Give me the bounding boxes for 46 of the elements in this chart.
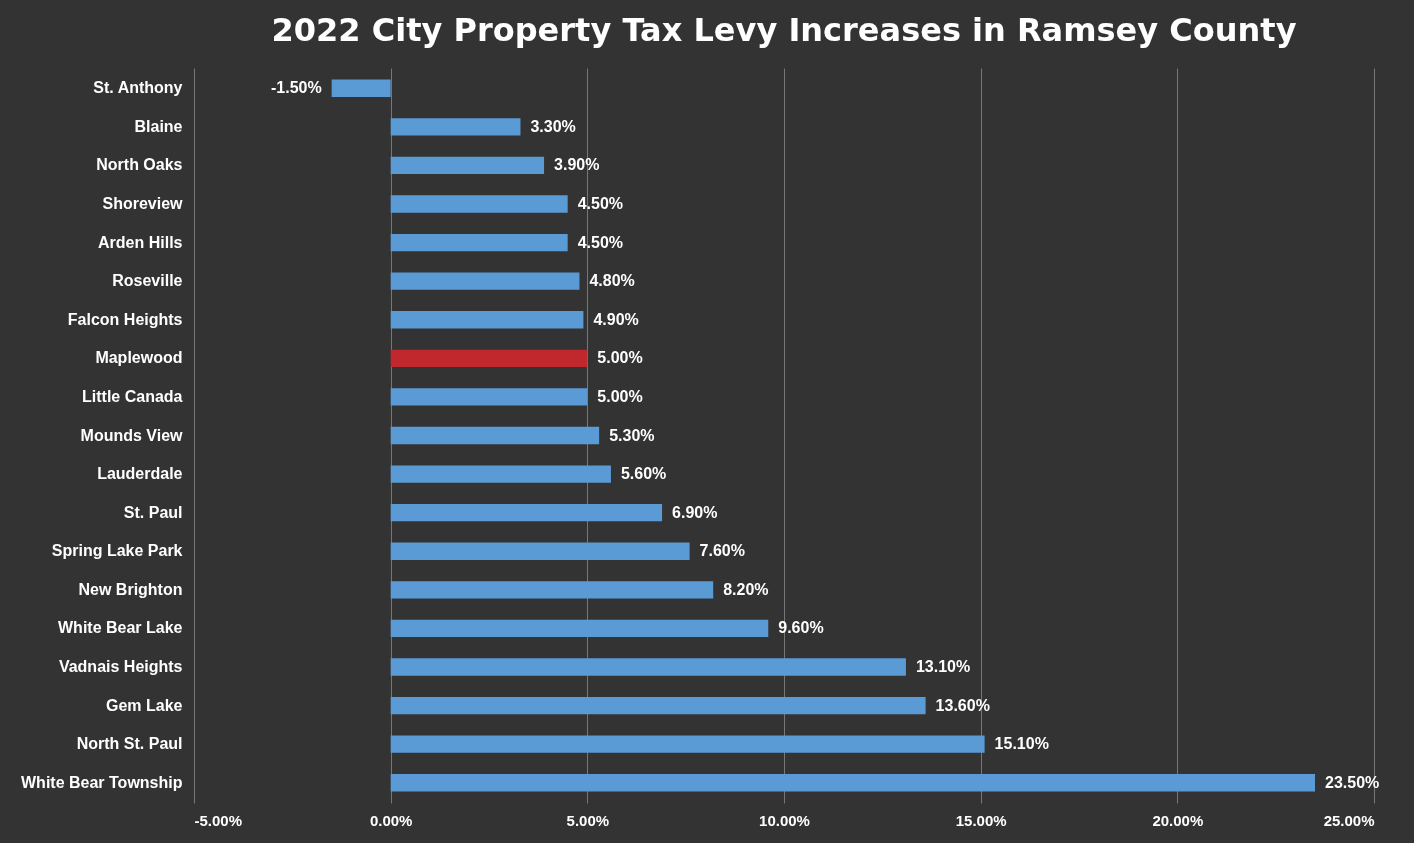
y-tick-label: Arden Hills	[98, 233, 183, 251]
data-label: 3.90%	[554, 156, 600, 174]
y-tick-label: Mounds View	[80, 426, 184, 444]
x-tick-label: 20.00%	[1152, 811, 1204, 829]
x-tick-label: 5.00%	[566, 811, 610, 829]
data-label: 15.10%	[994, 735, 1049, 753]
data-label: 6.90%	[672, 503, 718, 521]
x-tick-label: 10.00%	[759, 811, 810, 829]
x-tick-label: 15.00%	[955, 811, 1007, 829]
y-tick-label: Lauderdale	[97, 465, 183, 483]
data-label: 4.50%	[577, 195, 624, 212]
data-label: 5.00%	[597, 387, 643, 405]
data-label: 4.80%	[589, 272, 635, 290]
y-tick-label: North St. Paul	[76, 735, 183, 753]
y-tick-label: St. Anthony	[93, 79, 183, 97]
y-tick-label: Falcon Heights	[67, 310, 183, 328]
data-label: 23.50%	[1325, 773, 1380, 791]
data-label: 4.90%	[593, 310, 639, 328]
y-tick-label: Gem Lake	[106, 696, 183, 714]
y-tick-label: North Oaks	[96, 156, 183, 174]
y-tick-label: Blaine	[134, 117, 183, 135]
x-tick-label: 0.00%	[369, 811, 413, 829]
data-label: 7.60%	[699, 542, 745, 560]
x-tick-label: -5.00%	[194, 811, 243, 829]
y-tick-label: New Brighton	[78, 580, 183, 598]
y-tick-label: St. Paul	[123, 503, 183, 521]
data-label: 13.10%	[915, 658, 971, 675]
x-tick-label: 25.00%	[1323, 811, 1375, 829]
y-tick-label: Spring Lake Park	[51, 542, 183, 560]
y-tick-label: White Bear Lake	[58, 619, 183, 637]
data-label: 5.00%	[597, 349, 643, 367]
data-label: 8.20%	[723, 580, 769, 598]
y-tick-label: White Bear Township	[21, 773, 183, 791]
data-label: 5.30%	[609, 426, 655, 444]
data-label: 4.50%	[577, 233, 624, 251]
y-tick-label: Roseville	[112, 272, 183, 290]
y-tick-label: Shoreview	[102, 195, 184, 212]
y-tick-label: Vadnais Heights	[58, 658, 183, 675]
data-label: 5.60%	[620, 465, 667, 483]
data-label: 13.60%	[935, 696, 990, 714]
y-tick-label: Little Canada	[82, 387, 183, 405]
data-label: 9.60%	[778, 619, 824, 637]
y-tick-label: Maplewood	[95, 349, 183, 367]
data-label: -1.50%	[270, 79, 322, 97]
chart-title: 2022 City Property Tax Levy Increases in Ramsey County	[271, 11, 1297, 49]
data-label: 3.30%	[530, 117, 576, 135]
